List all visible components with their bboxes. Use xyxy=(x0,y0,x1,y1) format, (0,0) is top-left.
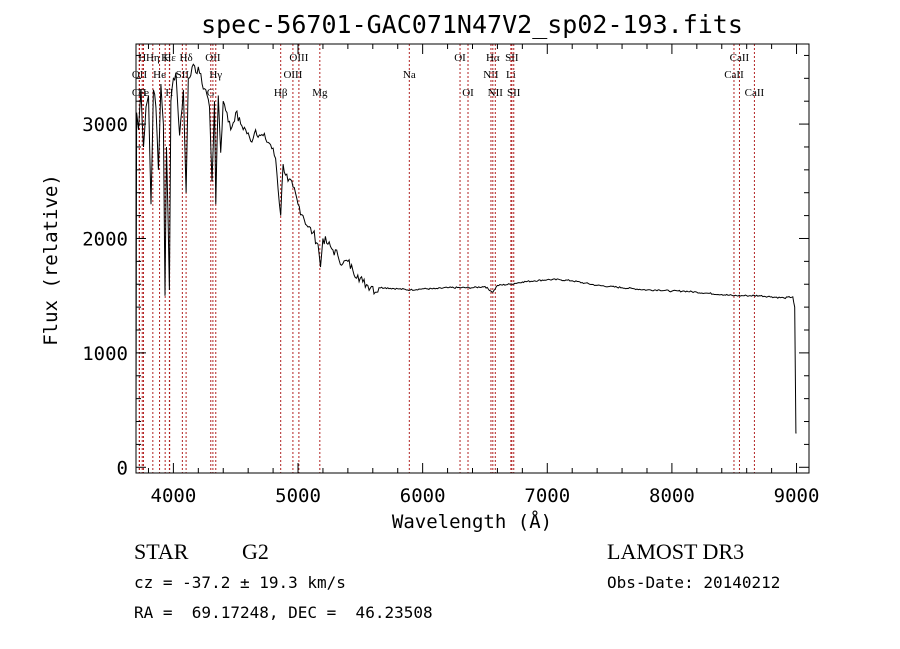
emission-line-markers: CIIOIIHFeHηHeKHHεSIIHδGOIIHγHβOIIIOIIIMg… xyxy=(132,44,765,473)
marker-label-11: G xyxy=(207,87,215,99)
chart-title: spec-56701-GAC071N47V2_sp02-193.fits xyxy=(201,10,743,39)
obs-date: Obs-Date: 20140212 xyxy=(607,573,781,592)
x-axis: 4000 5000 6000 7000 8000 9000 xyxy=(147,44,820,507)
x-tick-label-3: 7000 xyxy=(524,485,570,507)
y-axis: 0 1000 2000 3000 xyxy=(82,54,809,479)
marker-label-22: Hα xyxy=(486,52,500,64)
marker-label-6: K xyxy=(161,52,169,64)
marker-label-29: CaII xyxy=(745,87,765,99)
marker-label-20: OI xyxy=(462,87,474,99)
marker-label-28: CaII xyxy=(730,52,750,64)
y-axis-label: Flux (relative) xyxy=(40,174,62,346)
y-tick-label-0: 0 xyxy=(117,457,128,479)
marker-label-25: SII xyxy=(505,52,519,64)
marker-label-3: Fe xyxy=(138,87,149,99)
y-tick-label-3: 3000 xyxy=(82,114,128,136)
marker-label-17: Mg xyxy=(312,87,328,99)
marker-label-8: Hε xyxy=(163,52,176,64)
y-tick-label-1: 1000 xyxy=(82,343,128,365)
x-tick-label-0: 4000 xyxy=(151,485,197,507)
marker-label-13: Hγ xyxy=(209,69,222,81)
marker-label-10: Hδ xyxy=(180,52,193,64)
redshift-readout: cz = -37.2 ± 19.3 km/s xyxy=(134,573,346,592)
spectral-subclass: G2 xyxy=(242,539,269,564)
coordinates-readout: RA = 69.17248, DEC = 46.23508 xyxy=(134,603,433,622)
marker-label-9: SII xyxy=(176,69,190,81)
marker-label-24: Li xyxy=(506,69,516,81)
marker-label-26: SII xyxy=(507,87,521,99)
marker-label-12: OII xyxy=(205,52,221,64)
survey-name: LAMOST DR3 xyxy=(607,539,745,564)
y-tick-label-2: 2000 xyxy=(82,228,128,250)
x-axis-label: Wavelength (Å) xyxy=(392,510,552,533)
marker-label-16: OIII xyxy=(289,52,308,64)
marker-label-18: Na xyxy=(403,69,416,81)
x-tick-label-2: 6000 xyxy=(400,485,446,507)
marker-label-14: Hβ xyxy=(274,87,288,99)
marker-label-21: NII xyxy=(483,69,499,81)
marker-label-19: OI xyxy=(454,52,466,64)
marker-label-4: Hη xyxy=(146,52,160,64)
marker-label-2: H xyxy=(138,52,146,64)
marker-label-15: OIII xyxy=(283,69,302,81)
marker-label-27: CaII xyxy=(724,69,744,81)
marker-label-5: He xyxy=(153,69,166,81)
marker-label-1: OII xyxy=(132,69,148,81)
spectrum-line xyxy=(135,63,797,434)
marker-label-23: NII xyxy=(488,87,504,99)
x-tick-label-4: 8000 xyxy=(649,485,695,507)
x-tick-label-5: 9000 xyxy=(774,485,820,507)
object-class: STAR xyxy=(134,539,189,564)
x-tick-label-1: 5000 xyxy=(275,485,321,507)
plot-frame xyxy=(135,43,810,474)
